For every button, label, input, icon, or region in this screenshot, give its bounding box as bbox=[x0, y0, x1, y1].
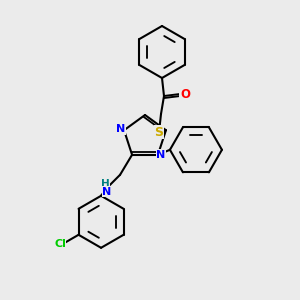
Text: N: N bbox=[116, 124, 126, 134]
Text: Cl: Cl bbox=[54, 239, 66, 249]
Text: H: H bbox=[101, 179, 110, 189]
Text: N: N bbox=[156, 150, 166, 160]
Text: S: S bbox=[154, 125, 164, 139]
Text: N: N bbox=[102, 187, 112, 197]
Text: O: O bbox=[180, 88, 190, 100]
